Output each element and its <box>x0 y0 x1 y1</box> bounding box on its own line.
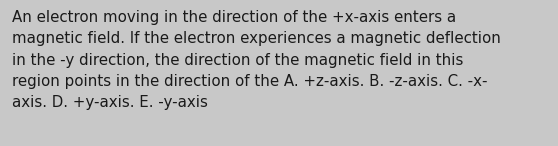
Text: An electron moving in the direction of the +x-axis enters a
magnetic field. If t: An electron moving in the direction of t… <box>12 10 501 110</box>
